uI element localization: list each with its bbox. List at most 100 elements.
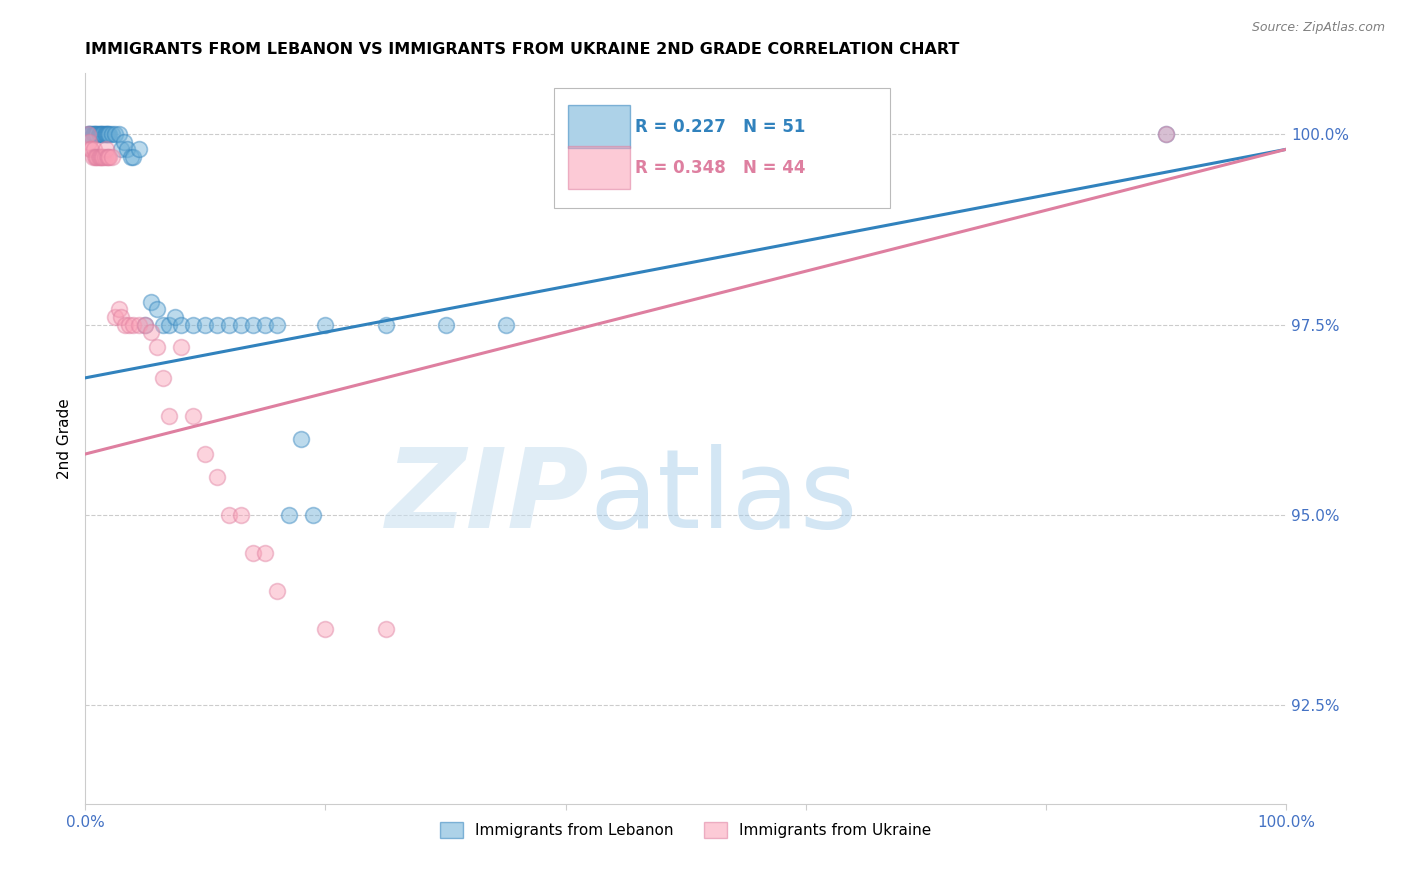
Point [183,318,205,332]
Point [110,310,132,324]
Point [76,127,98,141]
FancyBboxPatch shape [554,87,890,209]
Point [207,470,229,484]
Point [134,318,156,332]
Point [218,508,240,522]
Point [79,127,101,141]
Point [79,142,101,156]
Point [93,127,115,141]
Point [84,150,107,164]
Text: atlas: atlas [589,443,858,550]
Point [207,318,229,332]
Point [242,546,264,560]
Point [96,150,118,164]
Point [1154,127,1177,141]
Legend: Immigrants from Lebanon, Immigrants from Ukraine: Immigrants from Lebanon, Immigrants from… [434,816,938,844]
FancyBboxPatch shape [568,146,630,189]
Point [117,142,139,156]
Point [434,318,457,332]
Point [183,409,205,423]
Text: R = 0.348   N = 44: R = 0.348 N = 44 [636,160,806,178]
Point [495,318,517,332]
Point [218,318,240,332]
Point [141,325,163,339]
Point [141,294,163,309]
Point [83,127,105,141]
Point [90,150,112,164]
Point [114,318,136,332]
Point [302,508,325,522]
Point [165,310,187,324]
Point [110,142,132,156]
Point [374,622,396,636]
Point [86,150,108,164]
Point [89,150,111,164]
Point [117,318,139,332]
Point [266,318,288,332]
Point [89,127,111,141]
Point [315,318,337,332]
Point [194,318,217,332]
Point [170,318,193,332]
Point [96,127,118,141]
Point [146,302,169,317]
Point [112,135,135,149]
Point [120,150,142,164]
Point [84,150,107,164]
Point [157,318,180,332]
Point [152,318,174,332]
Point [157,409,180,423]
Point [128,142,150,156]
Point [278,508,301,522]
Point [87,127,110,141]
Point [231,508,253,522]
Text: R = 0.227   N = 51: R = 0.227 N = 51 [636,119,806,136]
Point [93,150,115,164]
Text: ZIP: ZIP [387,443,589,550]
Point [93,150,115,164]
Point [242,318,264,332]
Point [101,150,124,164]
Text: Source: ZipAtlas.com: Source: ZipAtlas.com [1251,21,1385,34]
FancyBboxPatch shape [568,105,630,148]
Point [122,150,145,164]
Point [1154,127,1177,141]
Point [84,127,107,141]
Point [93,127,115,141]
Point [82,150,104,164]
Point [98,127,121,141]
Point [254,318,277,332]
Point [152,371,174,385]
Point [104,310,127,324]
Point [80,142,103,156]
Point [266,584,288,599]
Point [87,150,110,164]
Point [83,142,105,156]
Point [134,318,156,332]
Point [86,127,108,141]
Point [101,127,124,141]
Point [146,340,169,354]
Point [94,142,117,156]
Point [90,127,112,141]
Y-axis label: 2nd Grade: 2nd Grade [58,399,72,479]
Point [108,127,131,141]
Point [231,318,253,332]
Point [170,340,193,354]
Point [84,127,107,141]
Point [108,302,131,317]
Text: IMMIGRANTS FROM LEBANON VS IMMIGRANTS FROM UKRAINE 2ND GRADE CORRELATION CHART: IMMIGRANTS FROM LEBANON VS IMMIGRANTS FR… [86,42,960,57]
Point [94,127,117,141]
Point [128,318,150,332]
Point [374,318,396,332]
Point [77,127,100,141]
Point [80,127,103,141]
Point [82,127,104,141]
Point [76,127,98,141]
Point [91,150,114,164]
Point [254,546,277,560]
Point [77,135,100,149]
Point [97,127,120,141]
Point [104,127,127,141]
Point [98,150,121,164]
